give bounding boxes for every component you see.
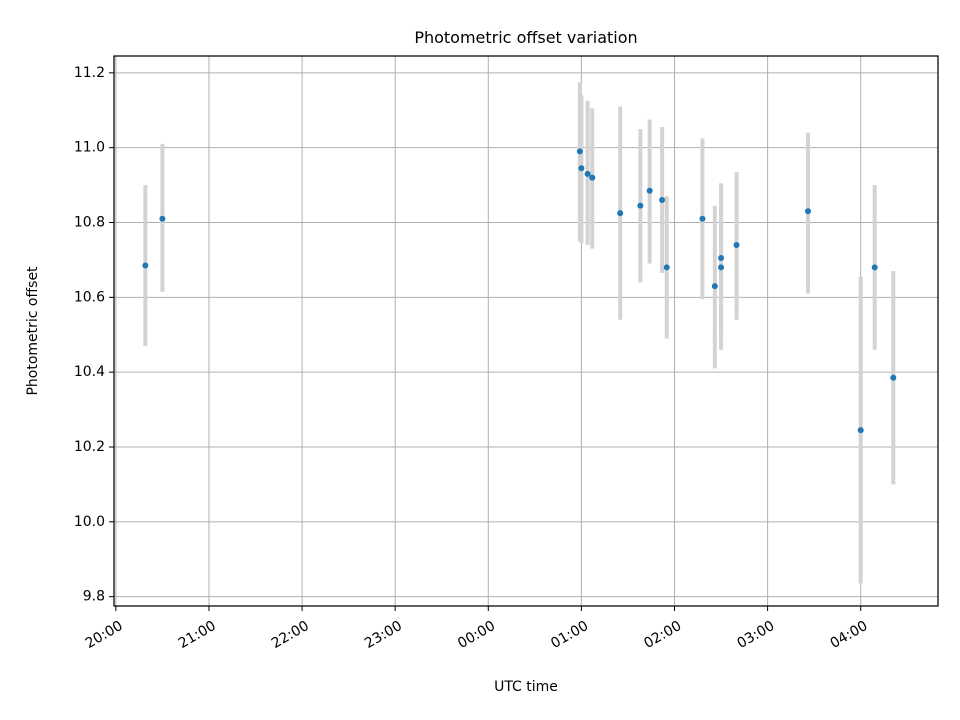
y-axis-ticks: 9.8 10.0 10.2 10.4 10.6 10.8 11.0 11.2 [74,65,114,605]
data-point [659,197,666,204]
data-point [718,255,725,262]
data-point [617,210,624,217]
data-point [576,148,583,155]
data-point [804,208,811,215]
data-point [142,262,149,269]
y-tick-label: 9.8 [83,589,105,605]
data-point [711,283,718,290]
data-point [699,215,706,222]
data-point [637,202,644,209]
y-tick-label: 11.0 [74,140,105,156]
data-point [733,241,740,248]
y-tick-label: 11.2 [74,65,105,81]
y-tick-label: 10.2 [74,439,105,455]
y-axis-label: Photometric offset [25,266,41,396]
data-point [857,427,864,434]
data-point [159,215,166,222]
y-tick-label: 10.6 [74,289,105,305]
y-tick-label: 10.4 [74,364,105,380]
data-point [646,187,653,194]
data-point [589,174,596,181]
data-point [584,170,591,177]
y-tick-label: 10.0 [74,514,105,530]
y-tick-label: 10.8 [74,214,105,230]
data-point [663,264,670,271]
data-point [578,165,585,172]
data-point [871,264,878,271]
data-point [718,264,725,271]
data-point [890,374,897,381]
chart-title: Photometric offset variation [414,28,637,47]
data-points [142,148,897,434]
plot-frame [113,55,939,607]
x-axis-label: UTC time [494,679,558,695]
